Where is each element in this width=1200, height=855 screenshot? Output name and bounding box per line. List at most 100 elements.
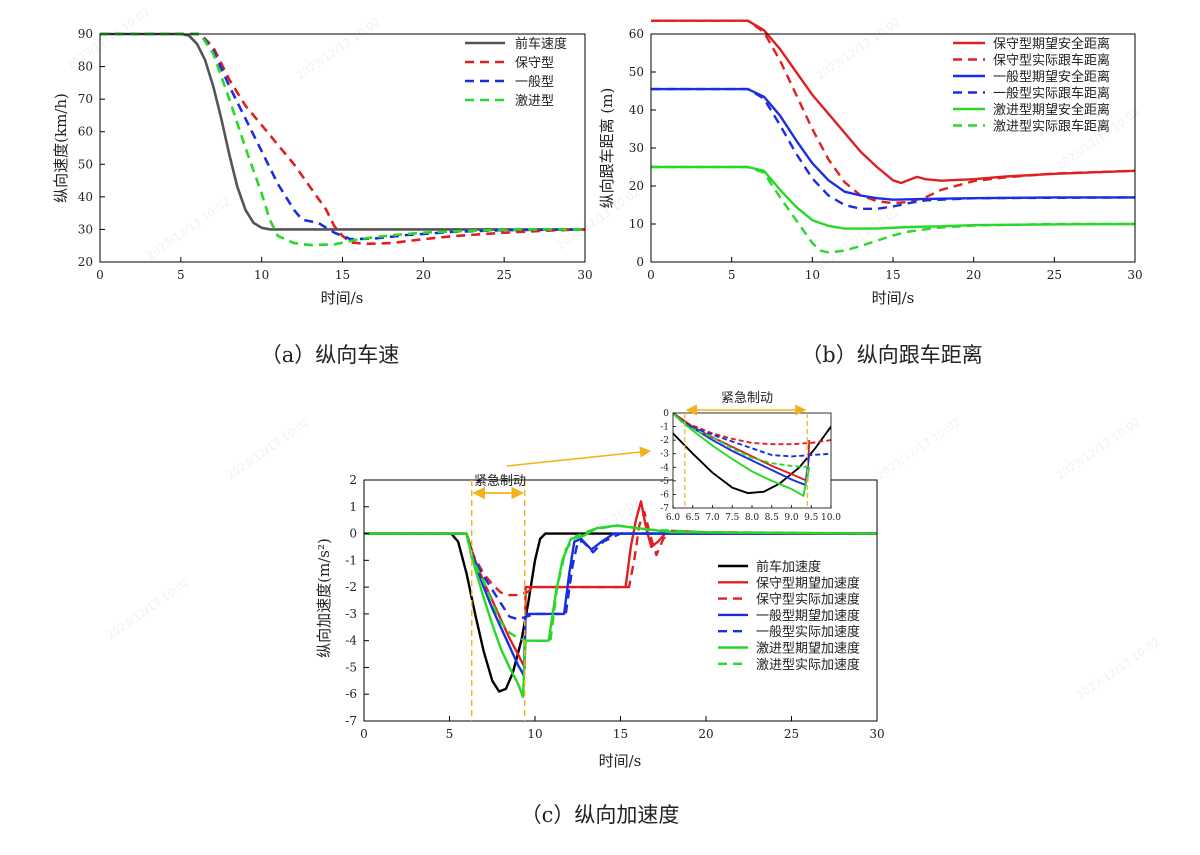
chart-a-xtick-label: 15: [335, 268, 350, 282]
chart-a-xtick-label: 25: [497, 268, 512, 282]
chart-c-xtick-label: 15: [613, 727, 628, 741]
chart-a-ytick-label: 90: [78, 27, 93, 41]
chart-c-series-line-0: [364, 532, 877, 693]
chart-c-ytick-label: -1: [345, 553, 357, 567]
chart-b-legend-label: 保守型实际跟车距离: [993, 53, 1110, 69]
chart-a-speed: 0 5 10 15 20 25 30 20 30 40 50 60 70 80 90 时间/s 纵向速度(k…: [52, 27, 593, 367]
chart-b-xtick-label: 15: [885, 268, 900, 282]
chart-b-series-line-1: [651, 19, 1136, 205]
chart-b-ytick-label: 60: [629, 27, 644, 41]
chart-c-series-line-2: [364, 510, 878, 597]
chart-a-series-group: [100, 32, 586, 247]
chart-b-ytick-label: 50: [629, 65, 644, 79]
chart-a-ylabel: 纵向速度(km/h): [52, 93, 70, 203]
chart-a-ticks: 0 5 10 15 20 25 30 20 30 40 50 60 70 80 90: [78, 27, 593, 282]
chart-c-legend-label: 一般型实际加速度: [756, 624, 860, 640]
watermark-text: 2023/12/13 10:02: [814, 15, 902, 82]
chart-b-ytick-label: 0: [636, 255, 644, 269]
chart-b-legend-label: 保守型期望安全距离: [993, 36, 1110, 52]
inset-ytick-label: -7: [660, 504, 669, 514]
chart-c-ytick-label: 0: [349, 527, 357, 541]
chart-a-legend-label: 一般型: [515, 74, 554, 90]
watermark-text: 2023/12/13 10:02: [1074, 635, 1162, 702]
chart-c-ticks: 0 5 10 15 20 25 30 -7 -6 -5 -4 -3 -2 -1 0 1 2: [345, 473, 884, 741]
chart-c-legend-label: 激进型期望加速度: [756, 641, 860, 657]
inset-ytick-label: -1: [660, 423, 669, 433]
chart-a-frame: [99, 33, 586, 263]
chart-b-legend: 保守型期望安全距离保守型实际跟车距离一般型期望安全距离一般型实际跟车距离激进型期…: [953, 36, 1110, 135]
chart-b-distance: 0 5 10 15 20 25 30 0 10 20 30 40 50 60 时间/s 纵向跟车距离 (m…: [598, 19, 1143, 367]
chart-b-xlabel: 时间/s: [872, 289, 915, 307]
chart-c-ytick-label: -5: [345, 660, 357, 674]
inset-ytick-label: -4: [660, 463, 669, 473]
inset-xtick-label: 7.5: [725, 513, 740, 523]
chart-c-acceleration: 0 5 10 15 20 25 30 -7 -6 -5 -4 -3 -2 -1 0 1 2 时间/s 纵向加速度…: [315, 391, 885, 827]
chart-c-legend-label: 保守型期望加速度: [756, 575, 860, 591]
chart-c-series-group: [364, 500, 878, 699]
watermark-text: 2023/12/13 10:02: [294, 15, 382, 82]
chart-a-series-line-2: [100, 32, 586, 241]
inset-xtick-label: 6.0: [666, 513, 681, 523]
chart-c-xtick-label: 25: [784, 727, 799, 741]
chart-c-legend-label: 前车加速度: [756, 559, 821, 575]
inset-xtick-label: 6.5: [686, 513, 701, 523]
chart-a-ytick-label: 60: [78, 125, 93, 139]
watermark-text: 2023/12/13 10:02: [104, 575, 192, 642]
inset-xtick-label: 8.5: [765, 513, 780, 523]
chart-a-xtick-label: 10: [254, 268, 269, 282]
chart-c-ytick-label: -4: [345, 634, 357, 648]
chart-a-ytick-label: 40: [78, 190, 93, 204]
chart-c-ytick-label: 2: [349, 473, 357, 487]
chart-b-xtick-label: 0: [647, 268, 655, 282]
chart-c-legend-label: 保守型实际加速度: [756, 592, 860, 608]
chart-a-xtick-label: 30: [577, 268, 592, 282]
inset-ytick-label: -3: [660, 450, 669, 460]
chart-c-ylabel: 纵向加速度(m/s²): [315, 538, 333, 658]
chart-b-legend-label: 一般型实际跟车距离: [993, 86, 1110, 102]
chart-a-xtick-label: 20: [416, 268, 431, 282]
inset-ytick-label: -6: [660, 490, 669, 500]
chart-c-ytick-label: -3: [345, 607, 357, 621]
chart-c-caption: （c）纵向加速度: [521, 803, 680, 827]
inset-series-line-4: [673, 413, 831, 458]
inset-series-line-6: [673, 413, 812, 469]
chart-b-xtick-label: 20: [966, 268, 981, 282]
chart-b-ylabel: 纵向跟车距离 (m): [598, 88, 616, 209]
inset-brake-annotation: [684, 404, 808, 508]
inset-brake-label: 紧急制动: [721, 391, 773, 406]
chart-b-xtick-label: 30: [1127, 268, 1142, 282]
chart-c-brake-label: 紧急制动: [474, 474, 526, 489]
chart-c-zoom-arrow: [506, 446, 652, 467]
chart-a-caption: （a）纵向车速: [261, 343, 400, 367]
inset-xtick-label: 10.0: [821, 513, 841, 523]
chart-c-xtick-label: 10: [527, 727, 542, 741]
chart-a-legend-label: 前车速度: [515, 36, 567, 52]
chart-b-series-line-0: [651, 19, 1136, 185]
chart-b-legend-label: 激进型期望安全距离: [993, 102, 1110, 118]
chart-c-legend: 前车加速度保守型期望加速度保守型实际加速度一般型期望加速度一般型实际加速度激进型…: [718, 559, 860, 673]
chart-c-ytick-label: -6: [345, 687, 357, 701]
inset-series-line-0: [673, 425, 831, 495]
chart-a-series-line-0: [100, 32, 585, 231]
chart-c-legend-label: 一般型期望加速度: [756, 608, 860, 624]
chart-a-ytick-label: 30: [78, 222, 93, 236]
inset-ytick-label: 0: [663, 409, 669, 419]
chart-c-xtick-label: 0: [360, 727, 368, 741]
chart-c-ytick-label: -2: [345, 580, 357, 594]
inset-ytick-label: -2: [660, 436, 669, 446]
chart-b-ticks: 0 5 10 15 20 25 30 0 10 20 30 40 50 60: [629, 27, 1143, 282]
chart-b-xtick-label: 5: [728, 268, 736, 282]
chart-b-legend-label: 一般型期望安全距离: [993, 69, 1110, 85]
inset-ytick-label: -5: [660, 477, 669, 487]
chart-b-series-line-3: [651, 87, 1136, 210]
chart-a-xtick-label: 5: [177, 268, 185, 282]
watermark-text: 2023/12/13 10:02: [144, 195, 232, 262]
watermark-text: 2023/12/13 10:02: [1054, 415, 1142, 482]
chart-c-xlabel: 时间/s: [599, 752, 642, 770]
chart-a-ytick-label: 80: [78, 60, 93, 74]
chart-c-series-line-6: [364, 524, 878, 642]
inset-series-line-2: [673, 413, 831, 446]
chart-b-ytick-label: 10: [629, 217, 644, 231]
inset-xtick-label: 9.0: [784, 513, 799, 523]
